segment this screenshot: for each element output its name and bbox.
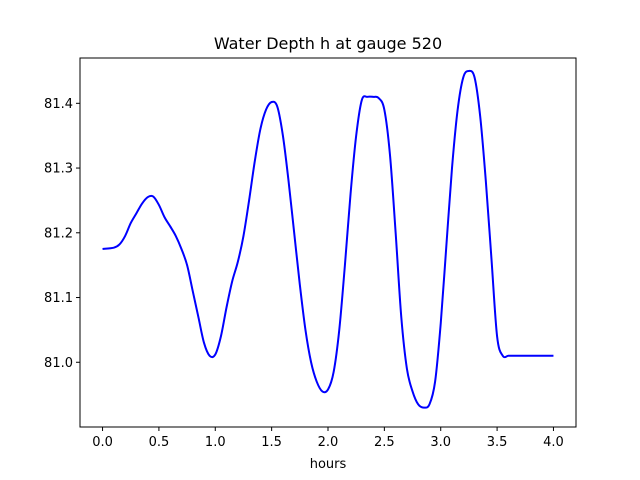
axes-ticks: 0.0 0.5 1.0 1.5 2.0 2.5 3.0 3.5 4.0 81.0 81.1 81.2 8… [44,97,564,450]
x-tick-label: 1.0 [205,435,226,450]
chart-title: Water Depth h at gauge 520 [214,34,442,53]
y-tick-label: 81.3 [44,162,73,177]
x-tick-label: 0.0 [92,435,113,450]
water-depth-line [102,69,554,409]
x-tick-label: 3.5 [487,435,508,450]
y-tick-label: 81.1 [44,291,73,306]
plot-area-frame [79,57,577,428]
x-tick-label: 3.0 [430,435,451,450]
x-tick-label: 1.5 [261,435,282,450]
x-tick-label: 4.0 [543,435,564,450]
x-axis-label: hours [310,457,347,472]
x-tick-label: 2.5 [374,435,395,450]
y-tick-label: 81.4 [44,97,73,112]
y-tick-label: 81.0 [44,356,73,371]
x-tick-label: 0.5 [149,435,170,450]
x-tick-label: 2.0 [318,435,339,450]
y-tick-label: 81.2 [44,226,73,241]
